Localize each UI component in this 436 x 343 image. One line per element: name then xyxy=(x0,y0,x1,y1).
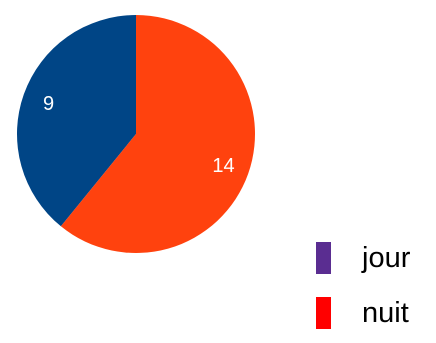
pie-slice-nuit xyxy=(60,15,255,253)
legend-swatch-nuit xyxy=(316,297,331,329)
pie-slice-jour xyxy=(16,15,136,227)
legend-label-jour: jour xyxy=(361,242,411,274)
slice-value-label-jour: 9 xyxy=(43,93,54,115)
legend-swatch-jour xyxy=(316,242,331,274)
legend-label-nuit: nuit xyxy=(362,297,409,329)
pie-slice-labels: 9 14 xyxy=(43,93,235,177)
pie-slices xyxy=(16,15,255,253)
slice-value-label-nuit: 14 xyxy=(212,155,234,177)
legend: jour nuit xyxy=(316,242,411,329)
